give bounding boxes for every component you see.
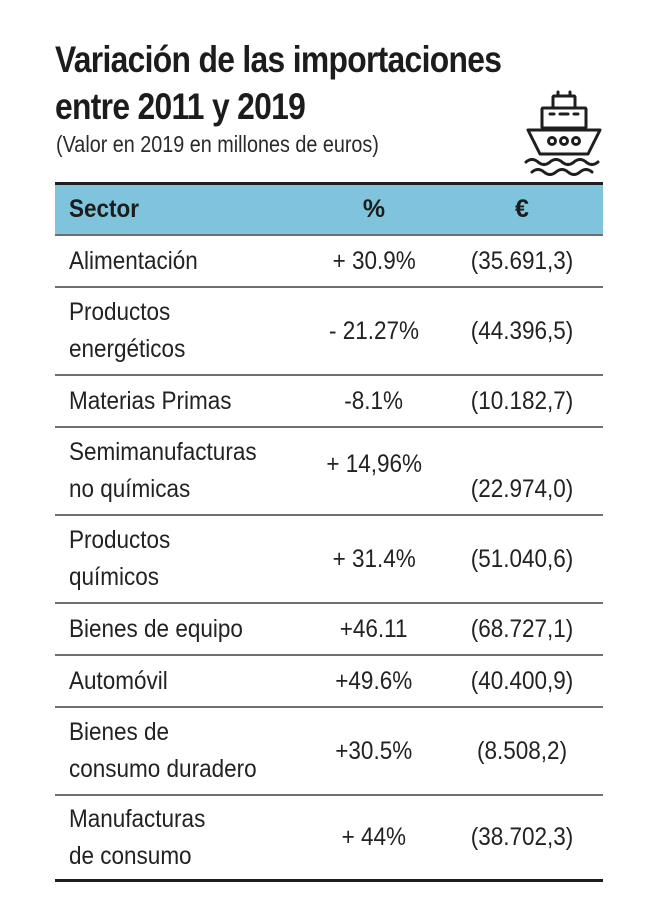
table-row: Bienes de consumo duradero +30.5% (8.508… bbox=[55, 706, 603, 794]
eur-cell: (35.691,3) bbox=[470, 246, 574, 275]
sector-cell: Productos energéticos bbox=[69, 298, 186, 363]
eur-cell: (38.702,3) bbox=[470, 823, 574, 851]
eur-cell: (44.396,5) bbox=[470, 316, 574, 345]
pct-cell: +49.6% bbox=[335, 666, 413, 695]
table-row: Bienes de equipo +46.11 (68.727,1) bbox=[55, 602, 603, 654]
pct-cell: +30.5% bbox=[335, 736, 413, 765]
table-row: Manufacturas de consumo + 44% (38.702,3) bbox=[55, 794, 603, 882]
subtitle: (Valor en 2019 en millones de euros) bbox=[56, 131, 379, 157]
sector-cell: Manufacturas de consumo bbox=[69, 804, 206, 870]
title-line-1: Variación de las importaciones bbox=[55, 39, 502, 80]
table-row: Semimanufacturas no químicas + 14,96% (2… bbox=[55, 426, 603, 514]
table-row: Materias Primas -8.1% (10.182,7) bbox=[55, 374, 603, 426]
table-row: Automóvil +49.6% (40.400,9) bbox=[55, 654, 603, 706]
title-line-2: entre 2011 y 2019 bbox=[55, 86, 306, 127]
sector-cell: Semimanufacturas no químicas bbox=[69, 438, 257, 503]
pct-cell: - 21.27% bbox=[328, 316, 420, 345]
eur-cell: (40.400,9) bbox=[470, 666, 574, 695]
eur-cell: (68.727,1) bbox=[470, 614, 574, 643]
ship-icon bbox=[524, 90, 602, 176]
pct-cell: + 31.4% bbox=[332, 544, 416, 573]
sector-cell: Productos químicos bbox=[69, 526, 171, 591]
header-eur: € bbox=[515, 195, 529, 223]
sector-cell: Bienes de equipo bbox=[69, 614, 243, 643]
sector-cell: Alimentación bbox=[69, 246, 198, 275]
pct-cell: -8.1% bbox=[344, 386, 404, 415]
header-sector: Sector bbox=[69, 195, 140, 223]
header-pct: % bbox=[362, 195, 386, 223]
eur-cell: (8.508,2) bbox=[476, 736, 568, 765]
sector-cell: Materias Primas bbox=[69, 386, 232, 415]
eur-cell: (10.182,7) bbox=[470, 386, 574, 415]
sector-cell: Bienes de consumo duradero bbox=[69, 718, 257, 783]
pct-cell: +46.11 bbox=[340, 614, 408, 643]
imports-table: Sector % € Alimentación + 30.9% (35.691,… bbox=[55, 182, 603, 882]
table-row: Productos químicos + 31.4% (51.040,6) bbox=[55, 514, 603, 602]
page-title: Variación de las importaciones entre 201… bbox=[55, 36, 502, 130]
pct-cell: + 14,96% bbox=[326, 450, 422, 478]
sector-cell: Automóvil bbox=[69, 666, 168, 695]
table-row: Productos energéticos - 21.27% (44.396,5… bbox=[55, 286, 603, 374]
pct-cell: + 44% bbox=[341, 823, 407, 851]
eur-cell: (51.040,6) bbox=[470, 544, 574, 573]
table-header: Sector % € bbox=[55, 182, 603, 234]
table-row: Alimentación + 30.9% (35.691,3) bbox=[55, 234, 603, 286]
pct-cell: + 30.9% bbox=[332, 246, 416, 275]
eur-cell: (22.974,0) bbox=[470, 475, 574, 503]
